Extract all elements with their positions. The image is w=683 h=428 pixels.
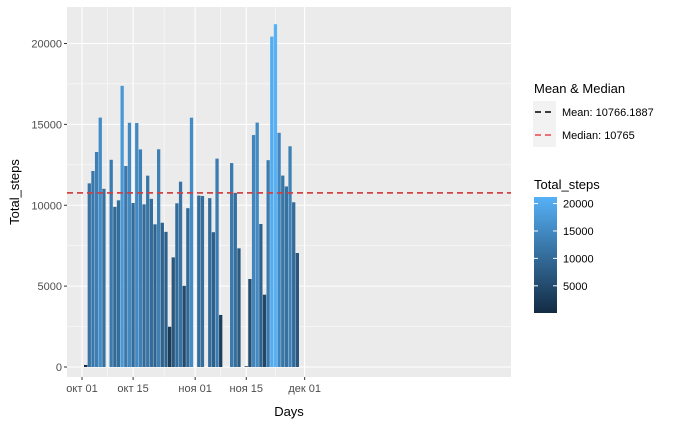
bar [277, 132, 281, 367]
bar [87, 183, 91, 367]
bar [266, 160, 270, 367]
bar [182, 285, 186, 367]
x-tick-label: окт 01 [66, 383, 97, 395]
y-tick-label: 15000 [31, 119, 62, 131]
bar [94, 151, 99, 367]
y-tick-label: 10000 [31, 200, 62, 212]
bar [189, 117, 194, 367]
mean-median-legend-title: Mean & Median [534, 81, 625, 96]
bar [233, 192, 237, 367]
y-tick-label: 5000 [38, 281, 62, 293]
bar [219, 314, 223, 367]
color-legend-label: 10000 [563, 253, 594, 265]
bar [157, 149, 161, 367]
bar [91, 171, 95, 367]
y-axis-title: Total_steps [7, 159, 22, 225]
bar [84, 364, 88, 367]
bar [109, 159, 113, 367]
bar [146, 175, 150, 367]
bar [138, 149, 143, 367]
bar [197, 195, 201, 367]
bar [131, 203, 135, 367]
bar [248, 278, 252, 367]
bar [171, 257, 175, 367]
bar [116, 200, 121, 367]
bar [120, 85, 124, 367]
bar [215, 158, 219, 367]
bar [244, 366, 248, 367]
bar [255, 122, 259, 367]
bar [164, 231, 168, 367]
bar [251, 135, 256, 367]
x-axis-title: Days [274, 404, 304, 419]
bar [127, 122, 132, 367]
bar [102, 188, 106, 367]
bar [281, 175, 285, 367]
bar [295, 253, 299, 367]
bar [178, 181, 183, 367]
color-legend-label: 15000 [563, 226, 594, 238]
bar [273, 24, 278, 368]
bar [230, 163, 234, 367]
bar [113, 206, 117, 367]
bar [160, 222, 164, 367]
color-bar [534, 197, 557, 313]
y-tick-label: 0 [56, 362, 62, 374]
bar [270, 36, 274, 368]
x-tick-label: окт 15 [117, 383, 148, 395]
color-legend: Total_steps 5000 10000 15000 20000 [534, 177, 600, 313]
color-legend-title: Total_steps [534, 177, 600, 192]
bar [142, 204, 146, 367]
bar [208, 198, 212, 367]
x-tick-label: дек 01 [288, 383, 321, 395]
bar [211, 232, 216, 367]
legend-label-mean: Mean: 10766.1887 [562, 107, 654, 119]
x-tick-label: ноя 01 [178, 383, 211, 395]
color-legend-label: 20000 [563, 199, 594, 211]
legend-key-median-bg [533, 124, 556, 147]
color-legend-ticks: 5000 10000 15000 20000 [534, 199, 594, 293]
bar [98, 117, 102, 367]
bar [288, 146, 292, 367]
bar [292, 202, 296, 367]
bar [237, 248, 241, 367]
bar [186, 208, 190, 367]
bar [200, 196, 205, 367]
mean-median-legend: Mean & Median Mean: 10766.1887 Median: 1… [533, 81, 654, 147]
bar [149, 198, 153, 367]
bar [259, 223, 263, 367]
bar [135, 123, 139, 367]
x-tick-label: ноя 15 [230, 383, 263, 395]
legend-label-median: Median: 10765 [562, 130, 635, 142]
x-axis: окт 01 окт 15 ноя 01 ноя 15 дек 01 [66, 377, 321, 395]
bar [175, 203, 179, 367]
bar [167, 326, 172, 367]
bar [124, 166, 128, 367]
bar [153, 224, 157, 367]
bar [284, 186, 289, 367]
y-axis: 0 5000 10000 15000 20000 [31, 39, 67, 374]
bars [84, 24, 299, 368]
color-legend-label: 5000 [563, 281, 587, 293]
legend-key-mean-bg [533, 101, 556, 124]
bar [262, 294, 267, 367]
y-tick-label: 20000 [31, 39, 62, 51]
